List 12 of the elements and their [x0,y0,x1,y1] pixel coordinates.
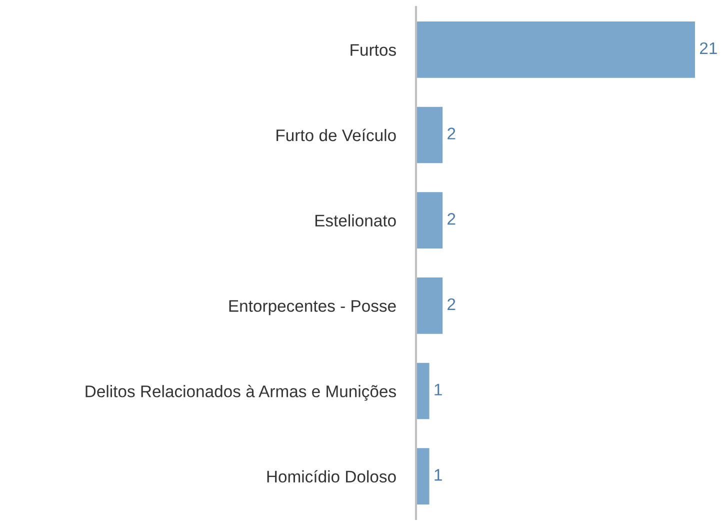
data-label: 1 [434,384,442,396]
data-label: 2 [448,213,456,225]
data-label: 2 [448,298,456,310]
data-label: 1 [434,469,442,481]
y-tick-label: Delitos Relacionados à Armas e Munições [86,384,396,401]
y-tick-label: Furtos [350,44,396,56]
y-tick-label: Homicídio Doloso [267,470,396,483]
y-tick-label: Estelionato [315,214,396,227]
data-label: 2 [448,128,456,140]
y-tick-label: Furto de Veículo [276,128,396,142]
data-label: 21 [700,42,717,54]
y-tick-label: Entorpecentes - Posse [229,300,396,316]
